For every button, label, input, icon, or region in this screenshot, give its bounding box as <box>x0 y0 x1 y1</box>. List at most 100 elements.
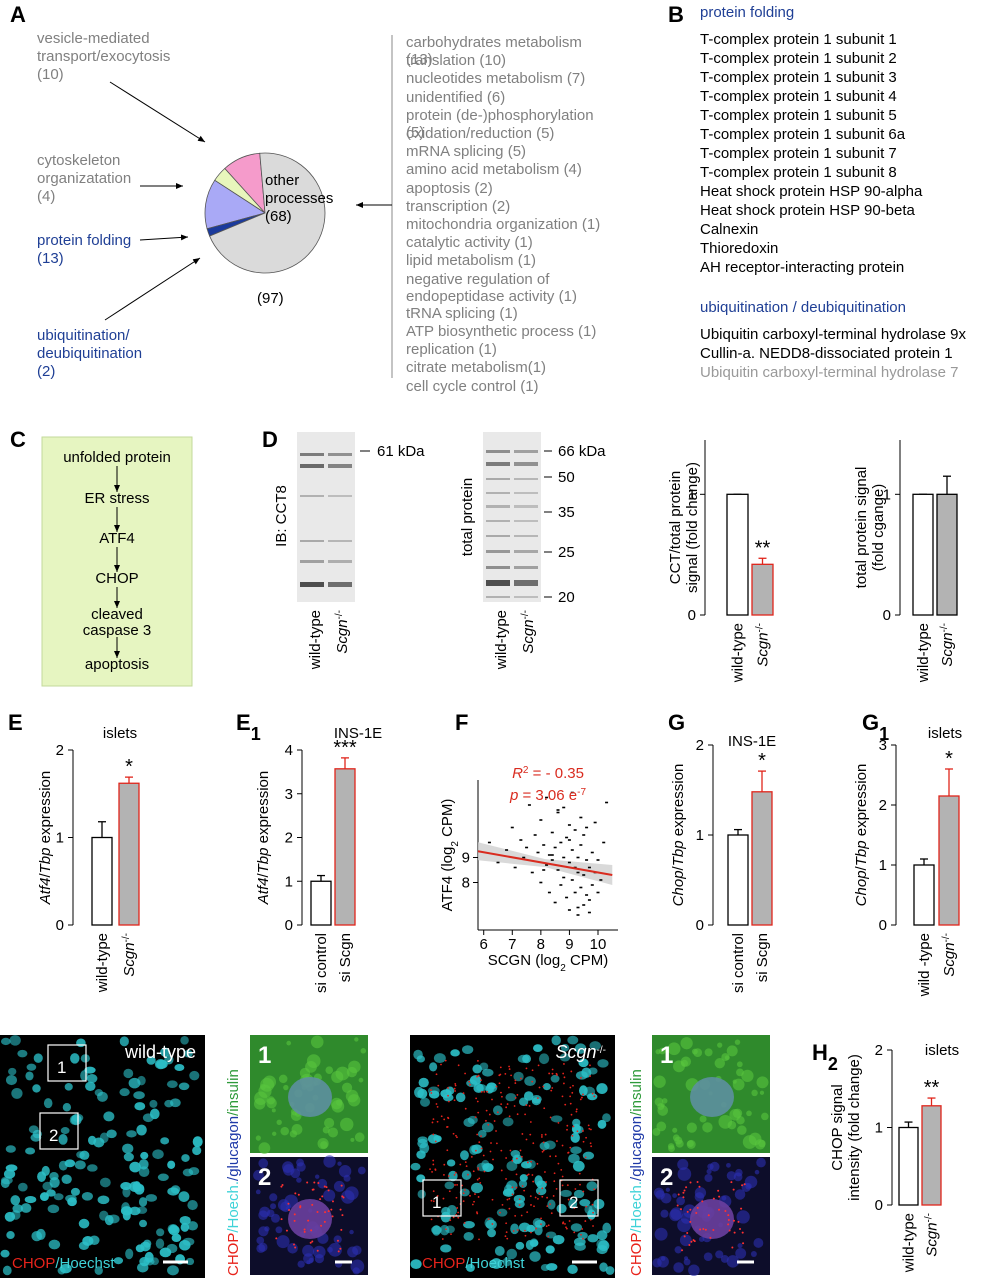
inset-chop <box>683 1235 686 1238</box>
nucleus <box>514 1200 525 1209</box>
nucleus <box>9 1035 21 1046</box>
inset-texture <box>283 1164 295 1176</box>
inset-chop <box>690 1240 693 1243</box>
chop-signal <box>542 1085 545 1088</box>
chop-signal <box>431 1171 433 1173</box>
chop-signal <box>452 1132 455 1135</box>
y-axis-label: signal (fold change) <box>684 462 701 593</box>
chop-signal <box>589 1075 591 1078</box>
inset-stain-label: CHOP/Hoech./glucagon/insulin <box>628 1069 645 1276</box>
pie-value-label: (10) <box>37 66 64 83</box>
nucleus <box>69 1115 79 1125</box>
process-item: negative regulation of endopeptidase act… <box>406 270 577 305</box>
significance: *** <box>333 737 357 759</box>
nucleus <box>76 1151 85 1159</box>
nucleus <box>492 1105 503 1116</box>
scatter-point <box>605 801 609 804</box>
nucleus <box>445 1086 455 1095</box>
y-tick-label: 2 <box>875 1042 883 1059</box>
x-tick-label: wild-type <box>94 933 111 993</box>
inset-texture <box>258 1226 269 1237</box>
inset-chop <box>320 1224 323 1227</box>
inset-texture <box>677 1167 692 1181</box>
chop-signal <box>476 1133 479 1136</box>
blot-band <box>486 520 510 522</box>
chop-signal <box>437 1084 440 1087</box>
inset-texture <box>354 1037 359 1042</box>
nucleus <box>506 1160 518 1171</box>
chop-signal <box>547 1224 550 1227</box>
chop-signal <box>505 1157 508 1159</box>
chop-signal <box>574 1188 577 1190</box>
genotype-label: Scgn-/- <box>556 1042 606 1062</box>
chop-signal <box>456 1136 458 1139</box>
inset-chop <box>293 1219 296 1222</box>
chart-title: islets <box>925 1042 959 1059</box>
chop-signal <box>511 1186 514 1189</box>
scatter-point <box>496 861 500 864</box>
nucleus <box>156 1228 165 1237</box>
chop-signal <box>520 1077 522 1080</box>
chop-signal <box>469 1083 471 1086</box>
scatter-point <box>539 819 543 821</box>
nucleus <box>567 1264 578 1274</box>
blot-image <box>483 432 541 602</box>
scatter-point <box>513 866 517 869</box>
chop-signal <box>582 1237 584 1240</box>
nucleus <box>187 1221 199 1231</box>
pie-label: cytoskeleton organizatation (4) <box>37 152 187 206</box>
blot-band <box>514 450 538 453</box>
y-tick-label: 8 <box>462 875 470 892</box>
y-tick-label: 4 <box>285 742 293 759</box>
y-axis-label-part: Tbp <box>37 848 54 874</box>
inset-chop <box>699 1228 702 1231</box>
nucleus <box>84 1066 96 1074</box>
inset-chop <box>297 1193 300 1196</box>
nucleus <box>574 1043 587 1054</box>
scatter-point <box>565 836 569 839</box>
blot-band <box>486 535 510 537</box>
nucleus <box>11 1087 23 1099</box>
chop-signal <box>476 1100 479 1103</box>
inset-texture <box>258 1242 268 1252</box>
nucleus <box>512 1156 522 1164</box>
y-axis-label-part: / <box>37 873 54 878</box>
pie-label: ubiquitination/ deubiquitination (2) <box>37 327 187 381</box>
nucleus <box>8 1067 17 1076</box>
chop-signal <box>524 1113 527 1116</box>
scatter-point <box>562 806 566 809</box>
scatter-point <box>487 841 491 844</box>
stain-label: CHOP/Hoechst <box>12 1255 115 1272</box>
chop-signal <box>447 1087 449 1089</box>
inset-stain-label-part: CHOP <box>628 1233 645 1276</box>
inset-stain-label-part: /insulin <box>628 1069 645 1116</box>
x-tick-label: 10 <box>590 936 607 953</box>
chop-signal <box>590 1128 592 1131</box>
chop-signal <box>572 1125 575 1128</box>
nucleus <box>433 1053 446 1064</box>
inset-texture <box>673 1262 684 1273</box>
protein-item: Heat shock protein HSP 90-alpha <box>700 183 923 200</box>
inset-chop <box>307 1219 310 1222</box>
chop-signal <box>518 1204 521 1206</box>
region-number: 1 <box>57 1058 66 1077</box>
nucleus <box>67 1197 77 1207</box>
chop-signal <box>582 1140 585 1143</box>
chop-signal <box>508 1207 511 1210</box>
nucleus <box>485 1219 497 1230</box>
nucleus <box>60 1127 70 1135</box>
chop-signal <box>472 1170 475 1173</box>
ladder-label: 20 <box>558 589 575 606</box>
nucleus <box>472 1064 483 1074</box>
chop-signal <box>482 1154 485 1157</box>
chop-signal <box>504 1235 507 1238</box>
inset-texture <box>652 1127 661 1136</box>
blot-band <box>300 540 324 542</box>
nucleus <box>560 1189 572 1198</box>
bar <box>921 1105 942 1206</box>
inset-nucleus <box>288 1199 332 1239</box>
inset-texture <box>658 1047 666 1055</box>
inset-chop <box>331 1200 334 1203</box>
y-tick-label: 9 <box>462 850 470 867</box>
nucleus <box>440 1211 451 1223</box>
